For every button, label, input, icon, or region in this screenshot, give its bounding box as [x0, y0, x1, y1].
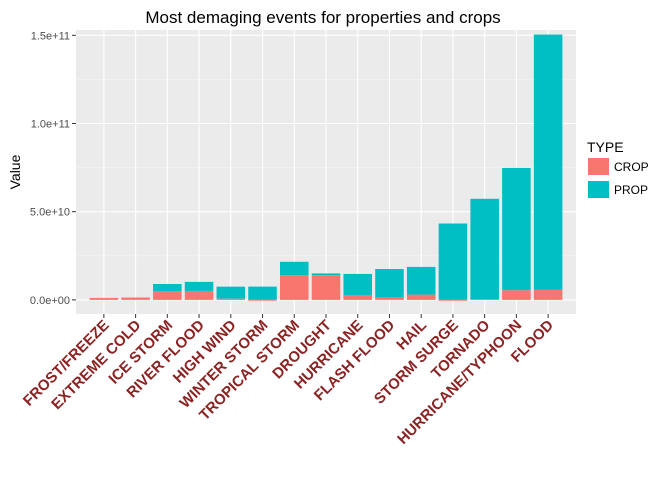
bar-crop	[89, 297, 119, 300]
y-tick-label: 5.0e+10	[30, 207, 70, 219]
bar-crop	[248, 299, 277, 301]
bar-prop	[153, 284, 182, 292]
legend-label-crop: CROP	[614, 160, 649, 174]
bar-crop	[184, 290, 214, 300]
legend-key-crop	[588, 158, 609, 175]
bar-crop	[502, 290, 531, 300]
bar-crop	[470, 299, 499, 300]
bar-crop	[216, 298, 246, 300]
bar-crop	[375, 297, 404, 300]
bar-crop	[438, 299, 468, 301]
bar-crop	[279, 275, 309, 300]
bar-crop	[121, 297, 150, 300]
bar-crop	[153, 291, 182, 300]
bar-crop	[311, 275, 341, 300]
bar-crop	[406, 294, 436, 300]
y-axis-label: Value	[7, 154, 23, 189]
legend: TYPE CROP PROP	[587, 139, 649, 198]
bar-crop	[533, 289, 563, 300]
bar-prop	[375, 269, 404, 298]
y-tick-label: 0.0e+00	[30, 295, 70, 307]
bar-prop	[184, 281, 214, 291]
bar-prop	[470, 198, 499, 300]
bar-prop	[438, 223, 468, 300]
bar-prop	[248, 286, 277, 300]
bar-prop	[216, 286, 246, 299]
y-tick-label: 1.5e+11	[31, 30, 70, 42]
legend-label-prop: PROP	[614, 183, 648, 197]
bar-prop	[533, 34, 563, 290]
y-axis: 0.0e+00 5.0e+10 1.0e+11 1.5e+11	[30, 30, 76, 307]
bar-prop	[311, 273, 341, 276]
bar-prop	[343, 273, 373, 295]
bar-prop	[406, 266, 436, 295]
bar-prop	[502, 167, 531, 291]
chart-title: Most demaging events for properties and …	[145, 8, 500, 27]
bars	[89, 34, 563, 301]
legend-key-prop	[588, 181, 609, 198]
bar-crop	[343, 294, 373, 300]
legend-title: TYPE	[587, 139, 624, 155]
y-tick-label: 1.0e+11	[31, 118, 70, 130]
bar-prop	[279, 261, 309, 276]
